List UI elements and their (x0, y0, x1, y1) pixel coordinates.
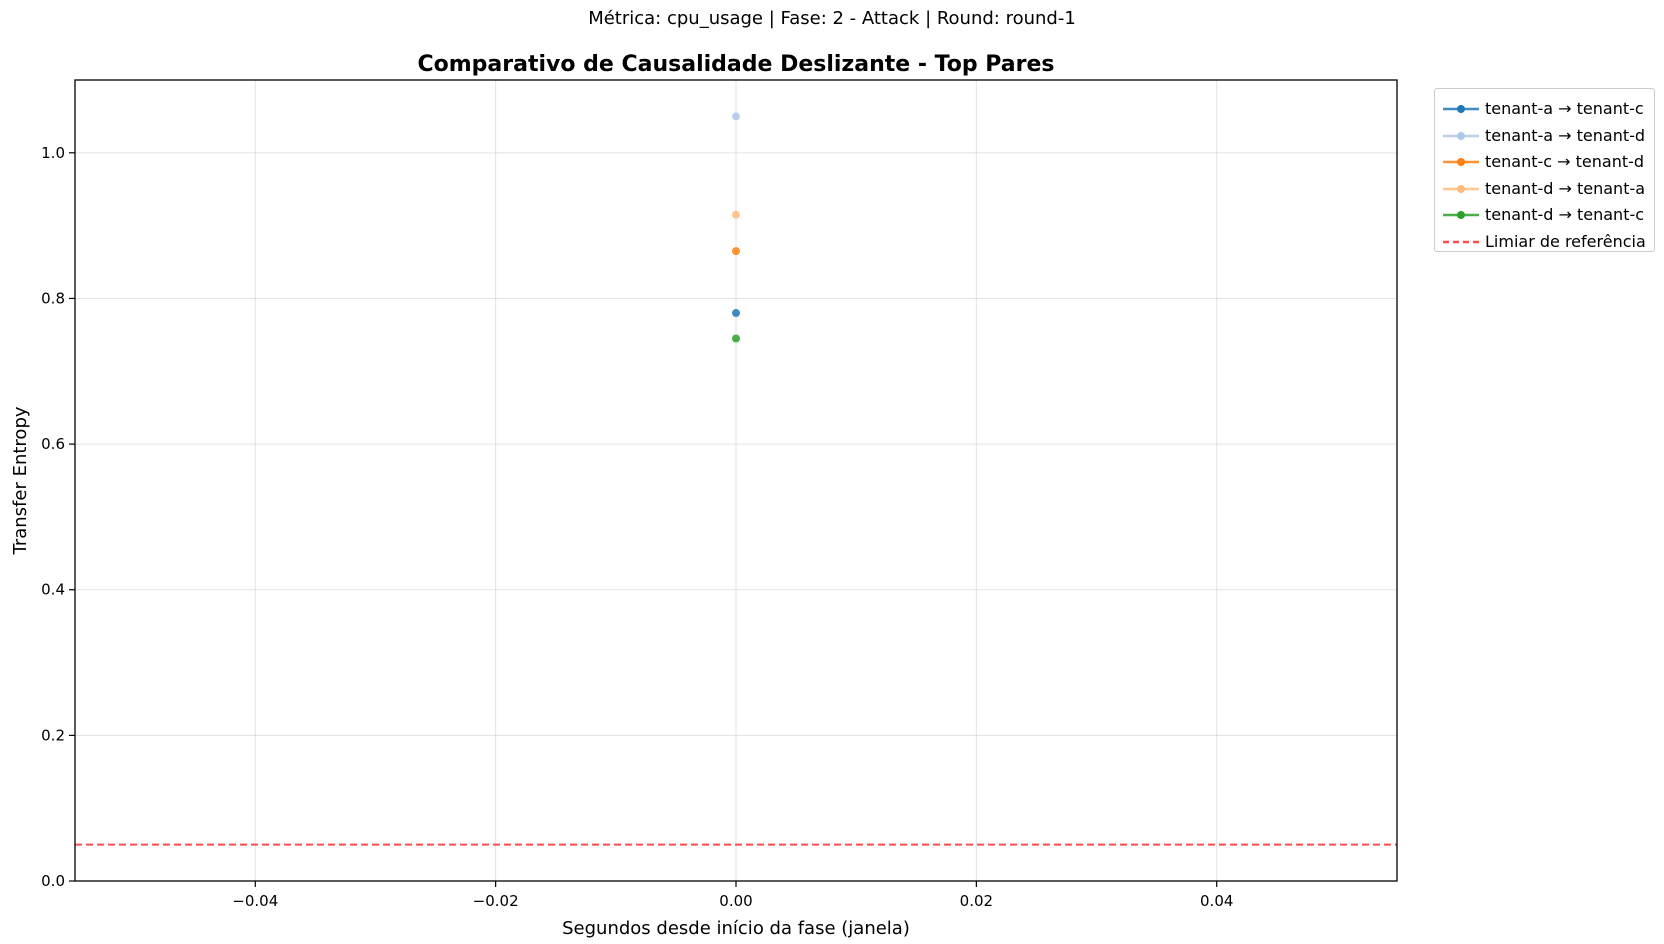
legend-line-marker-icon (1443, 158, 1479, 166)
data-point (732, 309, 740, 318)
x-tick-label: 0.04 (1200, 892, 1233, 910)
legend-label: tenant-a → tenant-d (1485, 125, 1646, 145)
figure-suptitle: Métrica: cpu_usage | Fase: 2 - Attack | … (588, 8, 1076, 29)
series-4 (732, 334, 740, 343)
legend-item: tenant-c → tenant-d (1435, 149, 1654, 175)
legend-label: tenant-c → tenant-d (1485, 152, 1645, 171)
y-tick-label: 0.6 (41, 435, 65, 453)
chart-title: Comparativo de Causalidade Deslizante - … (418, 52, 1055, 77)
y-tick-label: 1.0 (41, 144, 65, 162)
data-point (732, 247, 740, 256)
legend-line-marker-icon (1443, 184, 1479, 193)
x-axis-label: Segundos desde início da fase (janela) (562, 918, 910, 939)
legend-label: Limiar de referência (1485, 231, 1646, 251)
series-3 (732, 210, 740, 219)
grid-lines (75, 80, 1397, 882)
legend-item: tenant-d → tenant-c (1435, 202, 1654, 228)
x-tick-label: −0.02 (473, 892, 519, 910)
legend-label: tenant-a → tenant-c (1485, 99, 1644, 118)
y-tick-label: 0.4 (41, 581, 65, 599)
y-tick-label: 0.2 (41, 726, 65, 744)
series-0 (732, 309, 740, 318)
legend-line-marker-icon (1443, 131, 1479, 140)
legend-label: tenant-d → tenant-a (1485, 178, 1646, 198)
series-1 (732, 112, 740, 121)
legend-item: Limiar de referência (1435, 229, 1654, 255)
axis-ticks: −0.04 −0.02 0.00 0.02 0.04 0.0 0.2 0.4 0.6 0.8 1.0 (41, 144, 1233, 910)
y-tick-label: 0.0 (41, 872, 65, 890)
x-tick-label: −0.04 (232, 892, 278, 910)
x-tick-label: 0.00 (719, 892, 752, 910)
legend-dashed-line-icon (1443, 240, 1479, 243)
data-points (732, 112, 740, 343)
legend-line-marker-icon (1443, 105, 1479, 113)
legend-item: tenant-a → tenant-c (1435, 96, 1654, 122)
legend-item: tenant-a → tenant-d (1435, 123, 1654, 149)
y-tick-label: 0.8 (41, 289, 65, 307)
legend-line-marker-icon (1443, 211, 1479, 219)
x-tick-label: 0.02 (960, 892, 993, 910)
legend-label: tenant-d → tenant-c (1485, 205, 1645, 224)
legend-item: tenant-d → tenant-a (1435, 176, 1654, 202)
data-point (732, 210, 740, 219)
chart-legend: tenant-a → tenant-c tenant-a → tenant-d te… (1434, 88, 1655, 252)
data-point (732, 112, 740, 121)
series-2 (732, 247, 740, 256)
y-axis-label: Transfer Entropy (10, 406, 31, 555)
data-point (732, 334, 740, 343)
